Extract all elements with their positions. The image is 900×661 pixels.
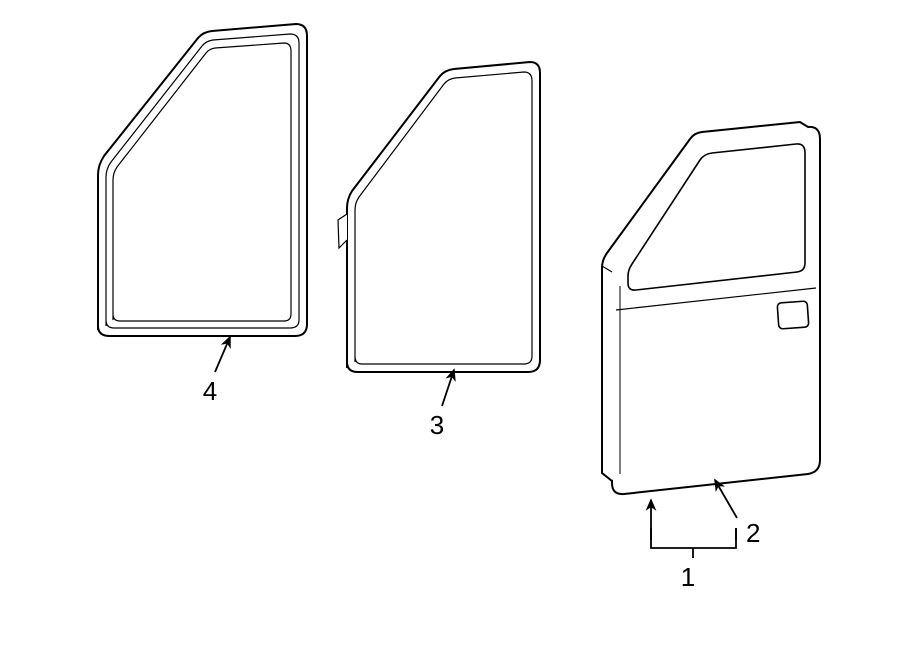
label-4: 4	[203, 376, 217, 406]
label-1: 1	[681, 562, 695, 592]
door-shell	[602, 122, 820, 494]
seal-outer	[98, 24, 307, 336]
label-2: 2	[746, 518, 760, 548]
seal-inner	[338, 62, 540, 372]
parts-diagram: 4 3 1 2	[0, 0, 900, 661]
label-3: 3	[430, 410, 444, 440]
